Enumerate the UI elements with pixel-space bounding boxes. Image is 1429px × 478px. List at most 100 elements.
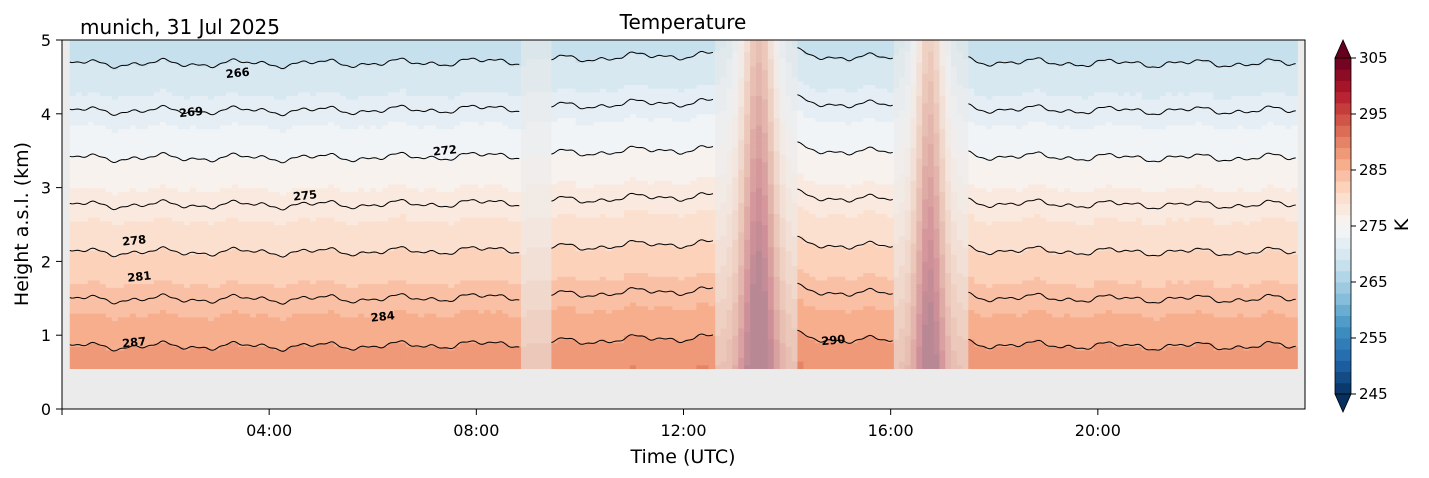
temperature-cell (69, 51, 77, 56)
temperature-cell (165, 143, 173, 148)
temperature-cell (81, 158, 89, 163)
temperature-cell (358, 135, 365, 141)
temperature-cell (147, 231, 155, 237)
temperature-cell (250, 353, 257, 358)
temperature-cell (292, 176, 299, 181)
temperature-cell (111, 276, 119, 281)
temperature-cell (117, 361, 125, 366)
temperature-cell (147, 290, 155, 296)
temperature-cell (358, 364, 365, 370)
temperature-cell (334, 268, 341, 274)
temperature-cell (394, 364, 401, 370)
temperature-cell (334, 147, 341, 152)
temperature-cell (165, 224, 173, 229)
temperature-cell (328, 106, 335, 111)
temperature-cell (171, 128, 179, 133)
temperature-cell (117, 113, 125, 119)
temperature-cell (376, 135, 383, 141)
temperature-cell (322, 257, 329, 262)
temperature-cell (328, 117, 335, 122)
temperature-cell (165, 69, 173, 74)
temperature-cell (75, 290, 83, 296)
temperature-cell (388, 113, 395, 119)
temperature-cell (129, 357, 137, 362)
temperature-cell (280, 353, 287, 358)
temperature-cell (394, 147, 401, 152)
temperature-cell (231, 239, 239, 244)
temperature-cell (81, 51, 89, 56)
temperature-cell (105, 124, 113, 130)
temperature-cell (87, 99, 95, 104)
temperature-cell (165, 73, 173, 78)
temperature-cell (346, 298, 353, 303)
temperature-cell (213, 172, 221, 178)
temperature-cell (195, 198, 203, 203)
temperature-cell (394, 47, 401, 52)
temperature-cell (262, 76, 269, 82)
temperature-cell (123, 353, 131, 358)
temperature-cell (340, 268, 347, 274)
temperature-cell (328, 54, 335, 60)
temperature-cell (310, 194, 317, 200)
temperature-cell (310, 165, 317, 170)
temperature-cell (352, 361, 359, 366)
temperature-cell (358, 353, 365, 358)
temperature-cell (244, 202, 251, 207)
temperature-cell (394, 331, 401, 336)
temperature-cell (376, 349, 383, 355)
temperature-cell (322, 80, 329, 85)
temperature-cell (376, 228, 383, 233)
temperature-cell (340, 132, 347, 137)
temperature-cell (274, 349, 281, 355)
temperature-cell (153, 121, 161, 126)
temperature-cell (364, 87, 371, 93)
temperature-cell (286, 235, 293, 240)
temperature-cell (135, 290, 143, 296)
temperature-cell (207, 99, 215, 104)
temperature-cell (237, 172, 245, 178)
temperature-cell (225, 239, 233, 244)
temperature-cell (153, 228, 161, 233)
temperature-cell (358, 298, 365, 303)
temperature-cell (93, 224, 101, 229)
temperature-cell (346, 279, 353, 285)
temperature-cell (219, 176, 227, 181)
temperature-cell (268, 206, 275, 211)
temperature-cell (394, 231, 401, 237)
temperature-cell (75, 80, 83, 85)
temperature-cell (262, 69, 269, 74)
temperature-cell (310, 132, 317, 137)
temperature-cell (177, 349, 185, 355)
temperature-cell (370, 316, 377, 322)
temperature-cell (352, 331, 359, 336)
temperature-cell (376, 209, 383, 215)
temperature-cell (250, 40, 257, 45)
temperature-cell (244, 265, 251, 270)
temperature-cell (81, 353, 89, 358)
temperature-cell (274, 58, 281, 63)
temperature-cell (201, 87, 209, 93)
temperature-cell (244, 206, 251, 211)
temperature-cell (370, 342, 377, 347)
temperature-cell (328, 279, 335, 285)
temperature-cell (382, 353, 389, 358)
temperature-cell (394, 246, 401, 251)
temperature-cell (274, 143, 281, 148)
temperature-cell (328, 47, 335, 52)
temperature-cell (376, 346, 383, 351)
temperature-cell (69, 150, 77, 155)
temperature-cell (189, 294, 197, 299)
temperature-cell (256, 213, 263, 218)
temperature-cell (310, 309, 317, 314)
temperature-cell (213, 320, 221, 325)
temperature-cell (274, 220, 281, 226)
temperature-cell (388, 228, 395, 233)
temperature-cell (376, 161, 383, 167)
temperature-cell (123, 268, 131, 274)
temperature-cell (328, 165, 335, 170)
temperature-cell (340, 80, 347, 85)
temperature-cell (81, 228, 89, 233)
temperature-cell (286, 313, 293, 318)
temperature-cell (147, 353, 155, 358)
temperature-cell (388, 231, 395, 237)
